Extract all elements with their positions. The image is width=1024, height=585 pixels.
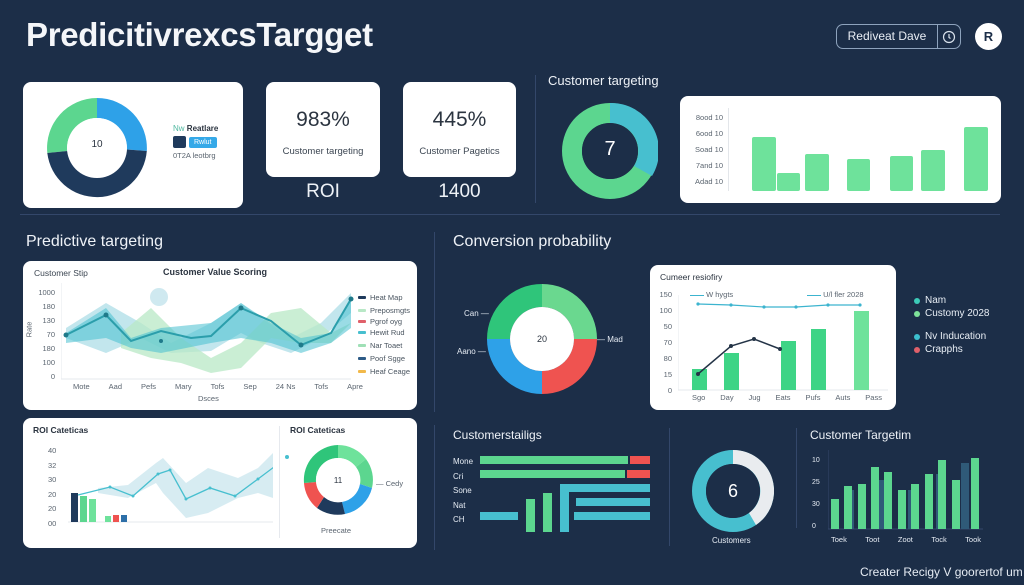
kpi-card-pagetics[interactable]: 445% Customer Pagetics	[403, 82, 516, 177]
y-axis-labels: 1000 180 130 70 180 100 0	[38, 288, 55, 381]
customer-targeting-bar-card: 8ood 10 6ood 10 Soad 10 7and 10 Adad 10	[680, 96, 1001, 203]
conversion-probability-donut	[487, 284, 597, 394]
kpi-label: Customer Pagetics	[419, 146, 500, 157]
kpi-label: Customer targeting	[282, 146, 364, 157]
line-end-point	[285, 455, 289, 459]
roi-bottom-label: Preecate	[321, 526, 352, 535]
divider	[20, 214, 1000, 215]
cumeer-resiofiry-card: Cumeer resiofiry 150 100 50 70 80 15 0 W hygts…	[650, 265, 896, 410]
x-axis-labels: Toek Toot Zoot Tock Took	[831, 535, 981, 544]
line-legend: U/l fler 2028	[807, 290, 864, 299]
right-legend: Nam Customy 2028 Nv Inducation Crapphs	[914, 294, 989, 356]
y-axis-labels: 150 100 50 70 80 15 0	[659, 290, 672, 395]
x-axis-labels: Sgo Day Jug Eats Pufs Auts Pass	[692, 393, 882, 402]
customers-donut-center: 6	[727, 481, 738, 501]
legend-item[interactable]: Nam	[914, 294, 989, 307]
summary-donut-chart	[47, 98, 147, 198]
custome-praiting-card: ROI Cateticas 40 32 30 20 20 00 ROI Cateticas…	[23, 418, 417, 548]
section-title-conversion-probability: Conversion probability	[453, 233, 612, 250]
app-title: PredicitivrexcsTargget	[26, 16, 373, 53]
line-legend: W hygts	[690, 290, 733, 299]
divider	[796, 428, 797, 528]
summary-legend: Nw Reatlare Rwlut 0T2A leotbrg	[173, 124, 218, 160]
legend-item[interactable]: Poof Sgge	[358, 352, 410, 365]
legend-item[interactable]: Nar Toaet	[358, 339, 410, 352]
status-badge[interactable]: Rwlut	[189, 136, 217, 148]
x-axis-labels: Mote Aad Pefs Mary Tofs Sep 24 Ns Tofs Apre	[73, 382, 363, 391]
donut-summary-card: 10 Nw Reatlare Rwlut 0T2A leotbrg	[23, 82, 243, 208]
footer-text: Creater Recigy V goorertof um	[860, 565, 1023, 579]
cumeer-resiofiry-chart	[678, 295, 888, 391]
chart-legend: Heat Map Preposmgts Pgrof oyg Hewit Rud …	[358, 291, 410, 378]
card-divider	[279, 426, 280, 538]
legend-item[interactable]: Pgrof oyg	[358, 317, 410, 326]
x-axis-title: Dsces	[198, 394, 219, 403]
customers-donut-label: Customers	[712, 536, 751, 545]
avatar[interactable]: R	[975, 23, 1002, 50]
roi-donut-center: 11	[333, 476, 343, 485]
divider	[434, 425, 435, 550]
navy-swatch	[173, 136, 186, 148]
section-title-customer-targetim: Customer Targetim	[810, 428, 912, 442]
legend-item[interactable]: Customy 2028	[914, 307, 989, 320]
divider	[535, 75, 536, 203]
chart-title: Cumeer resiofiry	[660, 272, 723, 282]
kpi-card-roi[interactable]: 983% Customer targeting	[266, 82, 380, 177]
y-axis-labels: 40 32 30 20 20 00	[48, 446, 57, 528]
y-axis-labels: 10 25 30 0	[812, 457, 820, 530]
customer-value-scoring-chart	[61, 283, 354, 380]
section-title-predictive-targeting: Predictive targeting	[26, 233, 163, 250]
y-axis-line	[728, 108, 729, 191]
divider	[669, 428, 670, 546]
legend-item[interactable]: Nv Inducation	[914, 330, 989, 343]
label-aano: Aano —	[457, 347, 486, 356]
customer-targetim-chart	[828, 450, 983, 530]
legend-title: Reatlare	[186, 124, 219, 133]
y-axis-title: Rate	[24, 321, 34, 338]
legend-item[interactable]: Heat Map	[358, 291, 410, 304]
user-name-label: Rediveat Dave	[837, 25, 938, 48]
customer-value-scoring-card: Customer Stip Customer Value Scoring 100…	[23, 261, 417, 410]
y-axis-labels: 8ood 10 6ood 10 Soad 10 7and 10 Adad 10	[695, 113, 723, 186]
label-can: Can —	[464, 309, 489, 318]
customer-stailigs-chart	[480, 456, 650, 532]
roi-title: ROI Cateticas	[290, 425, 346, 435]
kpi-value: 983%	[296, 108, 350, 131]
chart-title: ROI Cateticas	[33, 425, 89, 435]
section-title-customerstailigs: Customerstailigs	[453, 428, 542, 442]
divider	[434, 232, 435, 412]
user-menu-button[interactable]: Rediveat Dave	[836, 24, 961, 49]
legend-item[interactable]: Heaf Ceage	[358, 365, 410, 378]
kpi-value: 445%	[432, 108, 487, 131]
summary-donut-center: 10	[91, 139, 103, 150]
legend-item[interactable]: Crapphs	[914, 343, 989, 356]
customer-targeting-bar-chart	[752, 127, 988, 191]
legend-title-prefix: Nw	[173, 124, 185, 133]
chart-subtitle: Customer Stip	[34, 268, 88, 278]
kpi-under-label: ROI	[306, 181, 340, 202]
legend-item[interactable]: Hewit Rud	[358, 326, 410, 339]
label-mad: — Mad	[597, 335, 623, 344]
customers-donut	[692, 450, 774, 532]
roi-donut	[303, 445, 373, 515]
roi-side-label: — Cedy	[376, 479, 404, 488]
chart-title: Customer Value Scoring	[163, 267, 268, 277]
custome-praiting-chart	[68, 453, 273, 523]
legend-caption: 0T2A leotbrg	[173, 151, 216, 160]
legend-item[interactable]: Preposmgts	[358, 304, 410, 317]
section-title-customer-targeting: Customer targeting	[548, 73, 659, 88]
kpi-under-label: 1400	[438, 181, 481, 202]
conversion-donut-center: 20	[536, 334, 547, 344]
clock-icon[interactable]	[938, 30, 960, 44]
customer-targeting-donut-center: 7	[604, 138, 616, 160]
customer-targeting-donut	[562, 103, 658, 199]
stailigs-row-labels: Mone Cri Sone Nat CH	[453, 457, 474, 524]
